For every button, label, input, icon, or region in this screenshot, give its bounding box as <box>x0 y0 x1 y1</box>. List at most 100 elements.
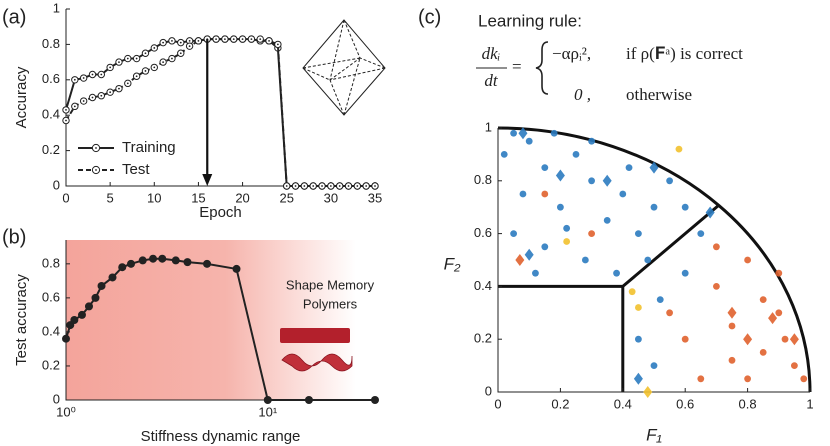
point <box>541 164 549 172</box>
x-tick-label: 10¹ <box>258 404 277 419</box>
legend-label: Training <box>122 139 176 156</box>
x-tick-label: 10 <box>147 190 161 205</box>
point <box>613 269 620 277</box>
point <box>550 129 558 137</box>
point <box>371 396 379 404</box>
point-dot <box>312 185 315 187</box>
x-tick-label: 35 <box>368 190 382 205</box>
point <box>500 151 508 158</box>
point <box>203 259 212 268</box>
x-tick-label: 20 <box>235 190 249 205</box>
point <box>697 230 705 238</box>
point <box>149 254 158 263</box>
point <box>728 322 736 330</box>
point <box>643 386 653 398</box>
point <box>603 217 611 224</box>
point-dot <box>109 66 112 69</box>
point <box>563 224 571 232</box>
equation-text: dkᵢ <box>482 44 501 63</box>
point-dot <box>197 39 200 42</box>
point-dot <box>118 87 120 90</box>
point-dot <box>126 57 129 60</box>
equation-text: if ρ(𝐅ᵃ) is correct <box>626 44 743 63</box>
point <box>713 243 720 251</box>
legend-label: Test <box>122 161 150 178</box>
point-dot <box>224 38 226 40</box>
point <box>525 137 533 145</box>
y-tick-label: 0.4 <box>42 323 60 338</box>
series-line <box>65 38 375 187</box>
polymer-picture <box>280 328 353 372</box>
equation-text: 0 , <box>574 85 591 104</box>
x-axis-label: Stiffness dynamic range <box>141 428 301 445</box>
panel-label: (a) <box>2 6 26 28</box>
point-dot <box>153 47 156 49</box>
point-dot <box>118 61 120 63</box>
y-tick-label: 0.6 <box>474 225 492 240</box>
panel-label: (b) <box>2 226 26 248</box>
point <box>541 190 549 198</box>
point <box>70 316 79 324</box>
point <box>541 243 549 251</box>
unit-arc <box>497 126 812 393</box>
x-tick-label: 0.8 <box>739 396 757 411</box>
y-tick-label: 0.2 <box>474 331 492 346</box>
equation-text: −αρᵢ², <box>552 44 591 63</box>
shaded-region <box>66 240 356 400</box>
point <box>91 293 100 302</box>
annotation: Polymers <box>303 296 358 311</box>
point <box>656 296 664 303</box>
point-dot <box>126 82 129 85</box>
y-tick-label: 0 <box>485 383 492 398</box>
point <box>519 190 527 198</box>
annotation: Shape Memory <box>286 277 375 292</box>
point-dot <box>65 119 67 122</box>
point-dot <box>365 185 368 187</box>
point-dot <box>109 91 112 94</box>
y-tick-label: 0.2 <box>42 357 60 372</box>
y-tick-label: 0 <box>53 177 60 192</box>
x-tick-label: 0 <box>62 190 69 205</box>
point <box>705 206 715 219</box>
point-dot <box>144 70 147 72</box>
x-tick-label: 25 <box>279 190 293 205</box>
point-dot <box>73 78 76 81</box>
point <box>775 269 783 277</box>
panel-label: (c) <box>418 6 441 28</box>
point <box>728 356 736 364</box>
point <box>97 281 106 290</box>
point <box>697 375 705 383</box>
point <box>635 335 642 343</box>
point <box>625 164 633 172</box>
point-dot <box>329 185 332 187</box>
x-tick-label: 30 <box>324 190 338 205</box>
point <box>628 288 636 296</box>
point <box>158 254 167 263</box>
point <box>775 309 783 317</box>
brace <box>535 41 549 95</box>
point <box>781 335 789 343</box>
point <box>727 306 737 319</box>
point <box>510 129 517 137</box>
equation-title: Learning rule: <box>478 11 582 30</box>
point-dot <box>338 185 341 187</box>
point-dot <box>179 41 182 44</box>
point <box>635 304 642 311</box>
point <box>649 161 659 174</box>
point <box>681 203 689 211</box>
point <box>108 273 117 282</box>
point <box>557 203 564 211</box>
point <box>518 127 528 140</box>
y-tick-label: 1 <box>53 0 60 15</box>
point <box>666 177 673 185</box>
series-line <box>65 38 375 187</box>
point-dot <box>285 185 288 187</box>
point-dot <box>100 94 103 97</box>
point-dot <box>276 43 279 46</box>
point-dot <box>294 185 297 187</box>
point-dot <box>321 185 323 187</box>
point-dot <box>259 38 262 40</box>
y-tick-label: 0.8 <box>42 255 60 270</box>
point-dot <box>135 57 138 60</box>
